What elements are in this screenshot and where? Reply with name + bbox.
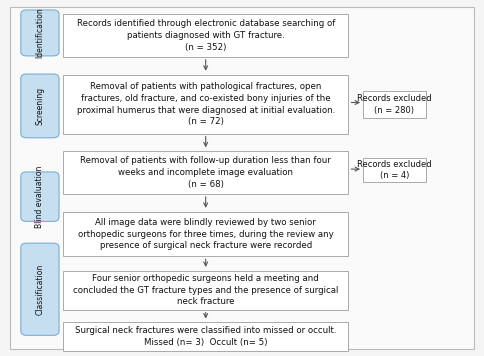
Text: Removal of patients with pathological fractures, open
fractures, old fracture, a: Removal of patients with pathological fr… — [76, 82, 335, 126]
FancyBboxPatch shape — [10, 7, 474, 349]
Text: Screening: Screening — [35, 87, 45, 125]
FancyBboxPatch shape — [63, 271, 348, 310]
FancyBboxPatch shape — [63, 212, 348, 256]
Text: Classification: Classification — [35, 264, 45, 315]
Text: Identification: Identification — [35, 8, 45, 58]
Text: Records excluded
(n = 280): Records excluded (n = 280) — [357, 94, 432, 115]
FancyBboxPatch shape — [21, 10, 59, 56]
FancyBboxPatch shape — [21, 172, 59, 221]
Text: Surgical neck fractures were classified into missed or occult.
Missed (n= 3)  Oc: Surgical neck fractures were classified … — [75, 326, 336, 347]
FancyBboxPatch shape — [363, 91, 426, 118]
FancyBboxPatch shape — [63, 322, 348, 351]
Text: Four senior orthopedic surgeons held a meeting and
concluded the GT fracture typ: Four senior orthopedic surgeons held a m… — [73, 274, 338, 307]
Text: All image data were blindly reviewed by two senior
orthopedic surgeons for three: All image data were blindly reviewed by … — [78, 218, 333, 250]
FancyBboxPatch shape — [63, 151, 348, 194]
FancyBboxPatch shape — [21, 243, 59, 335]
Text: Blind evaluation: Blind evaluation — [35, 166, 45, 228]
Text: Removal of patients with follow-up duration less than four
weeks and incomplete : Removal of patients with follow-up durat… — [80, 156, 331, 189]
FancyBboxPatch shape — [363, 158, 426, 182]
Text: Records excluded
(n = 4): Records excluded (n = 4) — [357, 159, 432, 180]
FancyBboxPatch shape — [21, 74, 59, 138]
Text: Records identified through electronic database searching of
patients diagnosed w: Records identified through electronic da… — [76, 19, 335, 52]
FancyBboxPatch shape — [63, 14, 348, 57]
FancyBboxPatch shape — [63, 75, 348, 134]
